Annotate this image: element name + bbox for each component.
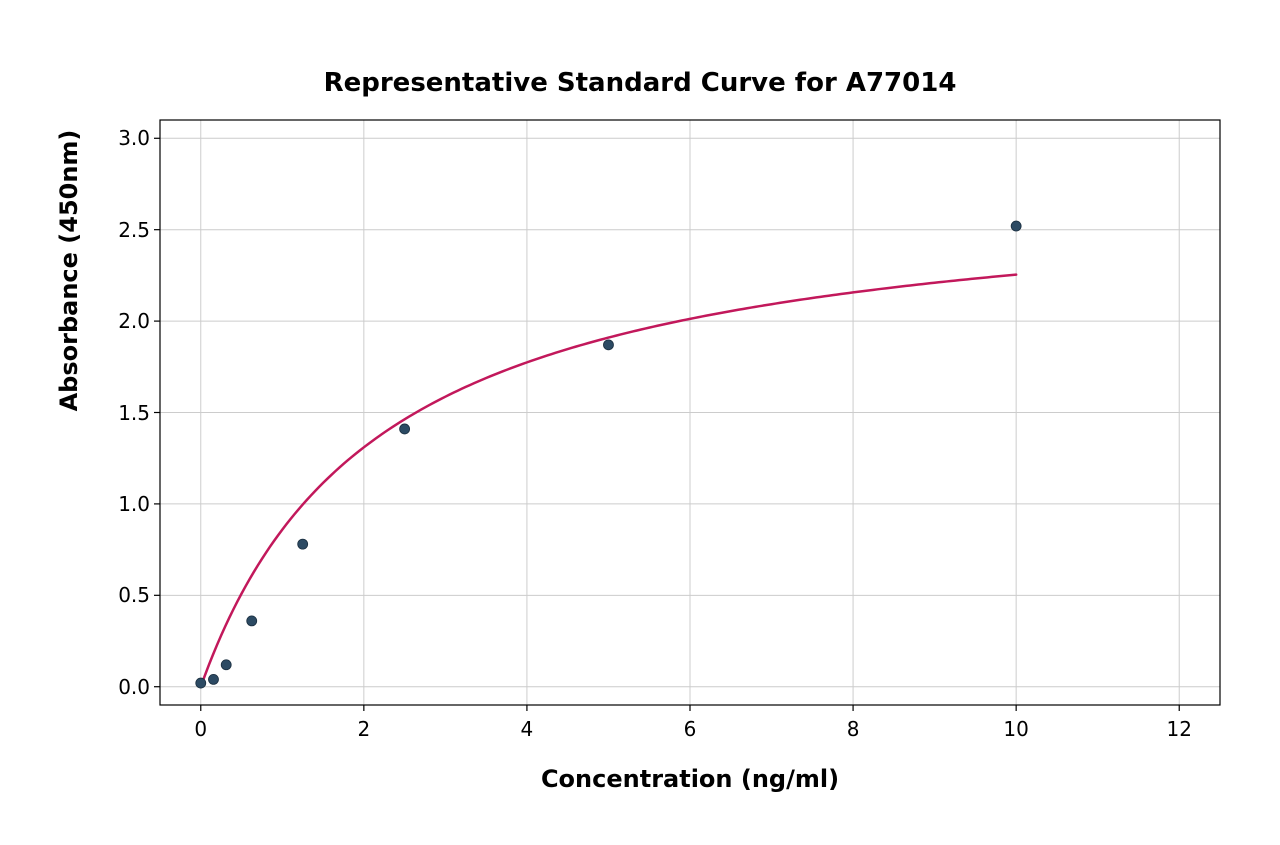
y-tick-label: 2.0	[110, 309, 150, 333]
y-tick-label: 3.0	[110, 126, 150, 150]
x-tick-label: 6	[684, 717, 697, 741]
y-tick-label: 1.5	[110, 401, 150, 425]
y-tick-label: 1.0	[110, 492, 150, 516]
x-axis-label: Concentration (ng/ml)	[160, 765, 1220, 793]
x-tick-label: 0	[194, 717, 207, 741]
x-tick-label: 10	[1003, 717, 1028, 741]
y-tick-label: 2.5	[110, 218, 150, 242]
x-tick-label: 8	[847, 717, 860, 741]
plot-svg	[0, 0, 1280, 845]
y-axis-label: Absorbance (450nm)	[55, 0, 83, 563]
x-tick-label: 2	[357, 717, 370, 741]
x-tick-label: 4	[521, 717, 534, 741]
y-tick-label: 0.0	[110, 675, 150, 699]
x-tick-label: 12	[1166, 717, 1191, 741]
y-tick-label: 0.5	[110, 583, 150, 607]
chart-container: Representative Standard Curve for A77014…	[0, 0, 1280, 845]
